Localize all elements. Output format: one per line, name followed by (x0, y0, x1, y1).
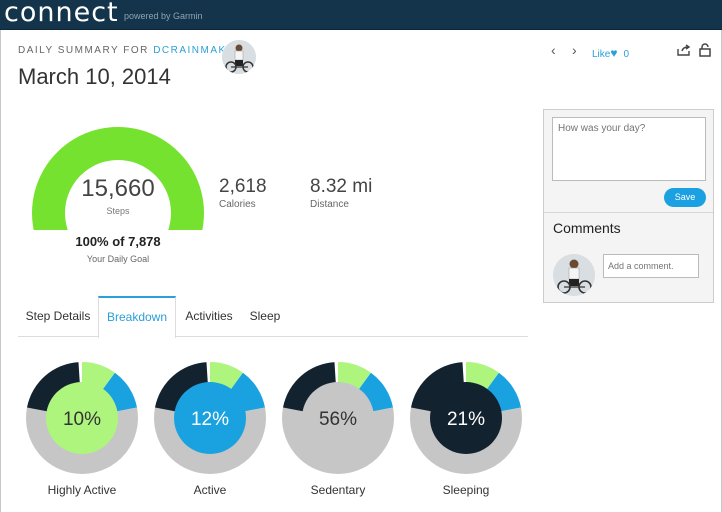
connect-logo[interactable]: connect (4, 0, 119, 28)
comment-input[interactable] (603, 254, 699, 278)
label-sedentary: Sedentary (310, 483, 366, 497)
donut-sedentary: 56% (282, 362, 394, 474)
previous-day-arrow-icon[interactable]: ‹ (551, 42, 556, 58)
username-link[interactable]: DCRAINMAKER (153, 45, 244, 56)
tab-activities[interactable]: Activities (185, 309, 233, 323)
donut-percent-sleeping: 21% (447, 409, 485, 430)
daily-goal-percent: 100% of 7,878 (75, 234, 161, 249)
powered-by-label: powered by Garmin (124, 11, 203, 21)
share-icon[interactable] (677, 44, 691, 56)
daily-goal-label: Your Daily Goal (86, 254, 150, 264)
donut-sleeping: 21% (410, 362, 522, 475)
commenter-avatar (553, 254, 595, 296)
donut-percent-sedentary: 56% (319, 409, 357, 430)
label-active: Active (193, 483, 227, 497)
donut-highly-active: 10% (26, 362, 138, 474)
lock-icon[interactable] (699, 43, 711, 57)
next-day-arrow-icon[interactable]: › (572, 42, 577, 58)
label-sleeping: Sleeping (442, 483, 490, 497)
daily-summary-label: DAILY SUMMARY FOR DCRAINMAKER (18, 45, 244, 56)
distance-value: 8.32 mi (310, 176, 373, 197)
label-highly-active: Highly Active (47, 483, 117, 497)
donut-center-active (174, 382, 246, 454)
summary-prefix: DAILY SUMMARY FOR (18, 45, 154, 56)
heart-icon: ♥ (610, 46, 618, 60)
save-button[interactable]: Save (664, 188, 706, 207)
donut-center-sleeping (430, 382, 502, 454)
tab-step-details[interactable]: Step Details (25, 309, 91, 323)
like-label: Like (592, 49, 611, 60)
day-note-input[interactable] (552, 117, 706, 181)
steps-label: Steps (106, 206, 130, 216)
steps-value: 15,660 (81, 175, 155, 202)
like-button[interactable]: Like♥ 0 (592, 46, 629, 60)
breakdown-donuts: 10% 12% 56% 21% (26, 362, 522, 475)
calories-value: 2,618 (219, 176, 267, 197)
like-count: 0 (623, 49, 630, 60)
donut-active: 12% (154, 362, 266, 474)
donut-center-sedentary (302, 382, 374, 454)
distance-label: Distance (310, 199, 349, 210)
tab-sleep[interactable]: Sleep (249, 309, 281, 323)
top-bar: connect powered by Garmin (0, 0, 722, 30)
calories-label: Calories (219, 199, 256, 210)
tab-breakdown[interactable]: Breakdown (98, 296, 176, 338)
summary-tabs: Step Details Breakdown Activities Sleep (18, 296, 528, 338)
donut-percent-highly-active: 10% (63, 409, 101, 430)
donut-center-highly-active (46, 382, 118, 454)
steps-gauge (32, 127, 204, 230)
comments-heading: Comments (553, 220, 621, 236)
user-avatar[interactable] (222, 40, 256, 74)
donut-percent-active: 12% (191, 409, 229, 430)
sidebar-divider (544, 212, 713, 213)
steps-gauge-arc (32, 127, 204, 230)
page-title: March 10, 2014 (18, 64, 171, 89)
